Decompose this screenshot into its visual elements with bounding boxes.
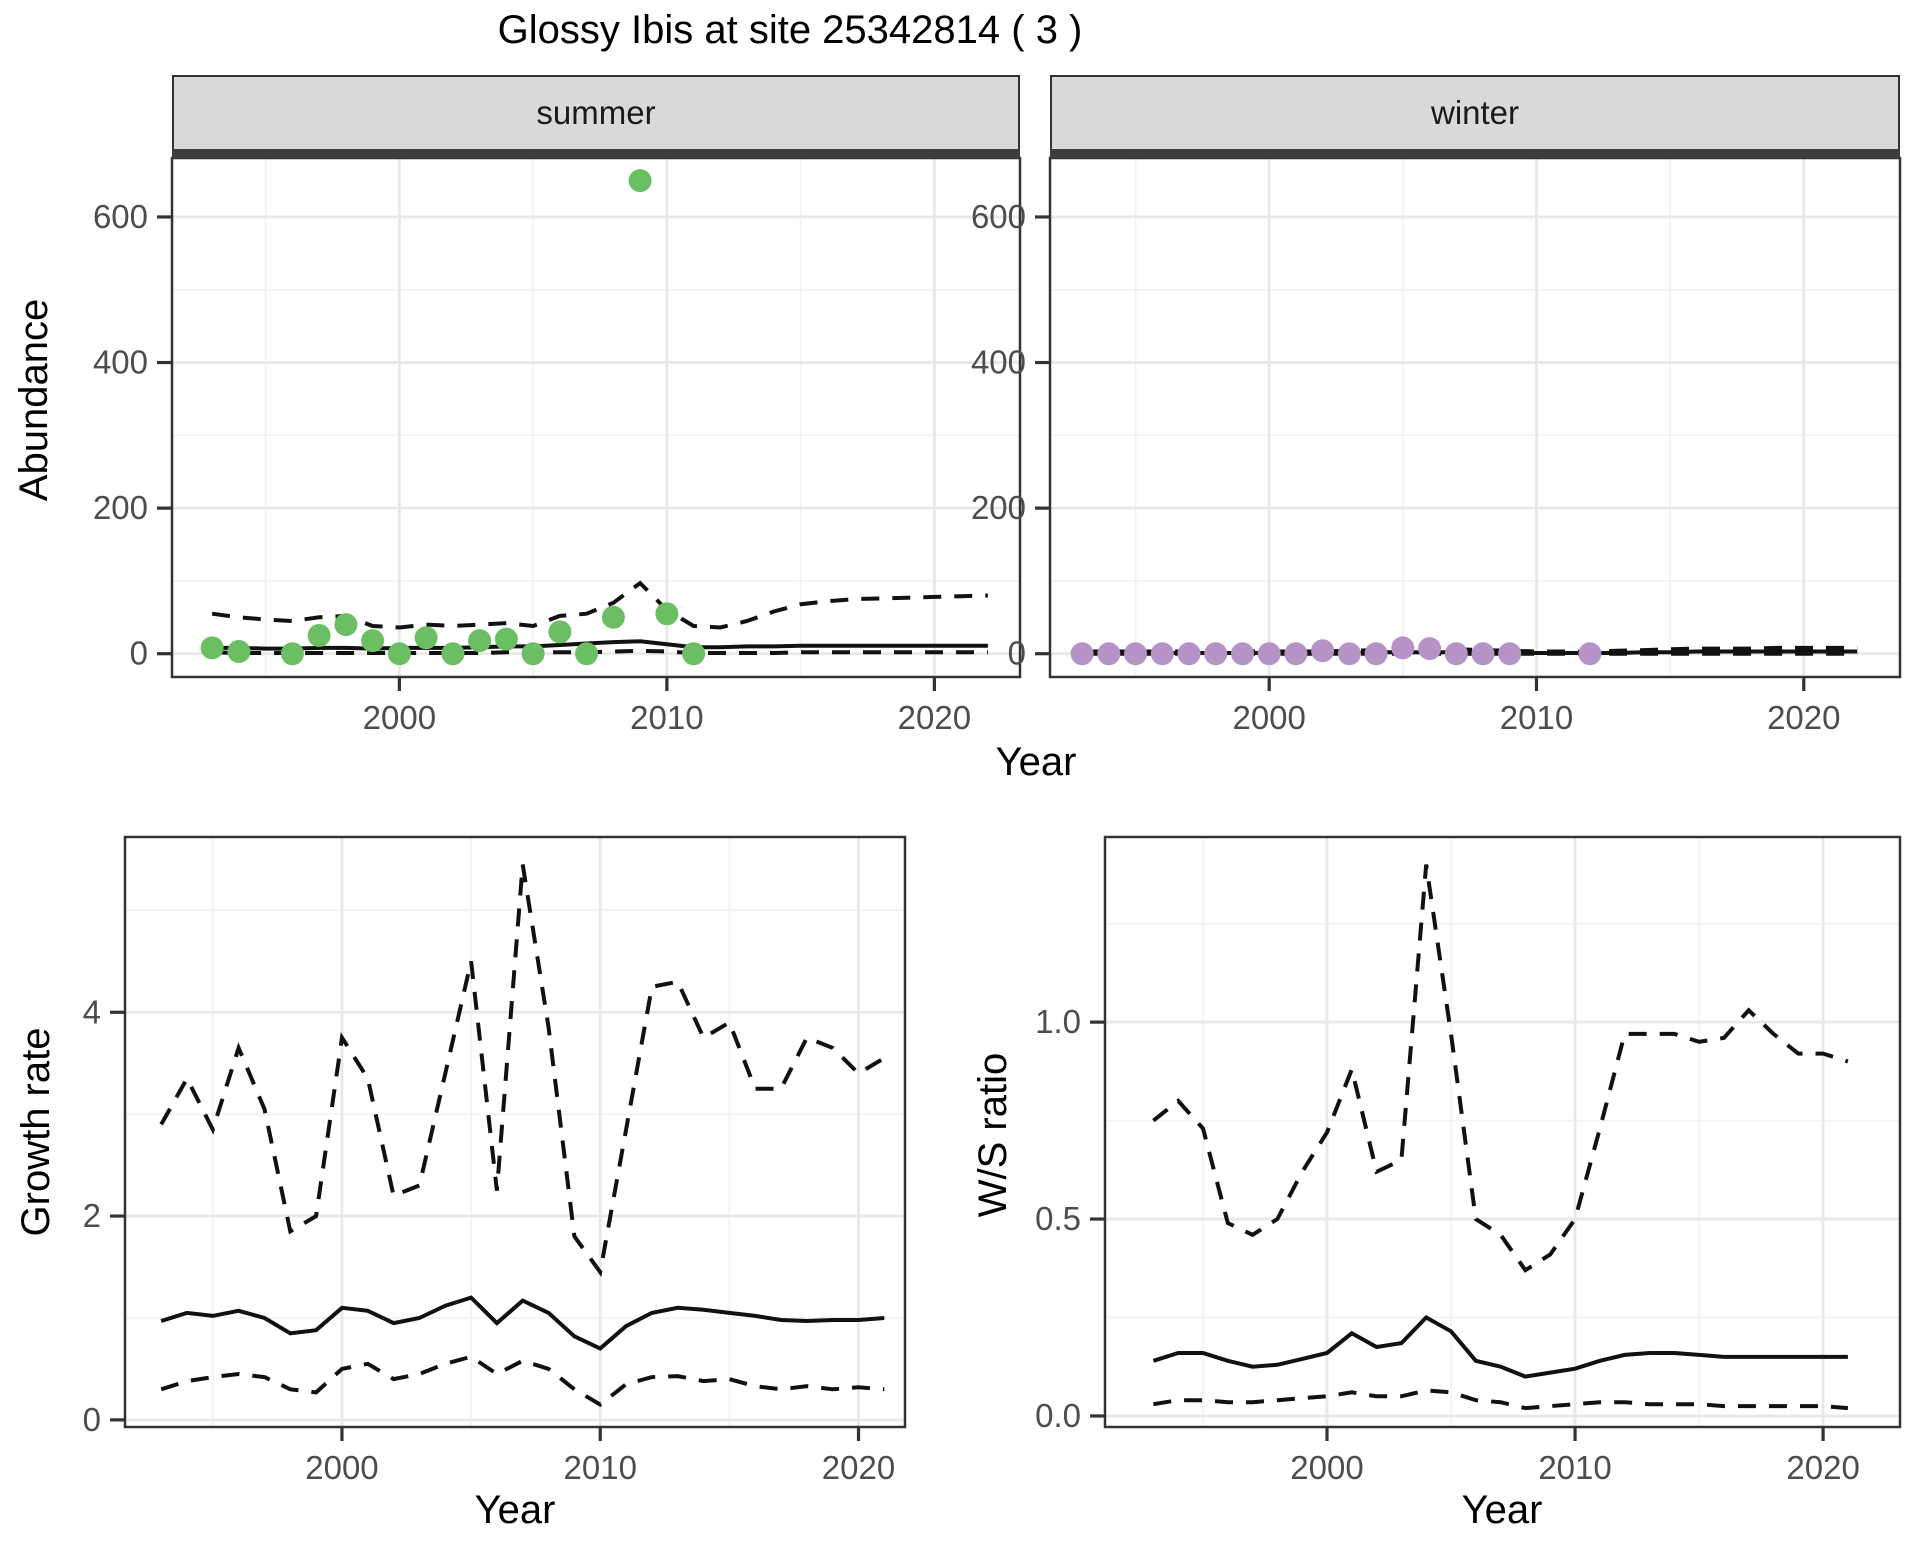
ws_ratio-x-tick-label: 2010	[1538, 1449, 1611, 1486]
x-axis-title-year-top: Year	[995, 740, 1077, 784]
ws_ratio-upper_ci-line	[1152, 864, 1849, 1273]
ws_ratio-y-tick-label: 0.0	[1035, 1397, 1081, 1434]
abundance_winter-panel-bg	[1050, 158, 1900, 677]
facet-strip-underline-summer	[172, 149, 1020, 158]
ws_ratio-border	[1103, 835, 1902, 1429]
ws_ratio-y-tick-label: 0.5	[1035, 1200, 1081, 1237]
growth_rate-x-tick-label: 2010	[564, 1449, 637, 1486]
abundance_winter-point	[1124, 642, 1147, 666]
facet-strip-winter: winter	[1050, 75, 1900, 151]
abundance_winter-point	[1231, 642, 1254, 666]
abundance_summer-point	[414, 626, 438, 650]
growth_rate-y-tick-label: 0	[83, 1401, 101, 1438]
abundance_summer-point	[361, 629, 385, 653]
abundance_summer-point	[387, 642, 411, 666]
abundance_summer-panel-bg	[172, 158, 1020, 677]
ws_ratio-lower_ci-line	[1153, 1388, 1849, 1411]
abundance_summer-point	[601, 605, 625, 629]
abundance_summer-point	[200, 636, 224, 660]
abundance_winter-point	[1177, 642, 1201, 666]
abundance_summer-x-tick-label: 2010	[630, 699, 703, 736]
growth_rate-panel-bg	[125, 837, 905, 1427]
abundance_winter-point	[1257, 642, 1281, 666]
ws_ratio-panel-bg	[1105, 837, 1900, 1427]
abundance_summer-point	[682, 642, 706, 666]
abundance_summer-point	[628, 169, 652, 193]
ws_ratio-median-line	[1152, 1315, 1848, 1379]
growth_rate-y-tick-label: 4	[83, 993, 101, 1030]
abundance_summer-point	[468, 629, 492, 653]
abundance_winter-point	[1578, 642, 1602, 666]
abundance_winter-x-tick-label: 2000	[1232, 699, 1305, 736]
abundance_winter-point	[1204, 642, 1228, 666]
abundance_winter-point	[1311, 639, 1335, 663]
abundance_summer-point	[441, 642, 465, 666]
abundance_summer-y-tick-label: 600	[93, 198, 148, 235]
abundance_winter-x-tick-label: 2020	[1767, 699, 1840, 736]
abundance_summer-x-tick-label: 2020	[898, 699, 971, 736]
abundance_winter-point	[1444, 642, 1468, 666]
abundance_summer-point	[494, 627, 518, 651]
y-axis-title-growth-rate: Growth rate	[14, 1027, 58, 1237]
abundance_winter-y-tick-label: 200	[971, 489, 1026, 526]
facet-strip-underline-winter	[1050, 149, 1900, 158]
abundance_summer-point	[280, 642, 304, 666]
abundance_winter-point	[1070, 642, 1094, 666]
abundance_winter-point	[1337, 642, 1361, 666]
abundance_summer-y-tick-label: 200	[93, 489, 148, 526]
abundance_winter-point	[1391, 636, 1415, 660]
growth_rate-median-line	[160, 1295, 885, 1351]
abundance_summer-point	[521, 642, 545, 666]
y-axis-title-ws-ratio: W/S ratio	[971, 1052, 1015, 1218]
abundance_winter-x-tick-label: 2010	[1500, 699, 1573, 736]
x-axis-title-year-growth: Year	[474, 1488, 556, 1532]
abundance_winter-border	[1048, 156, 1902, 679]
abundance_winter-point	[1284, 642, 1308, 666]
facet-label-winter: winter	[1430, 94, 1520, 131]
facet-strip-summer: summer	[172, 75, 1020, 151]
ws_ratio-y-tick-label: 1.0	[1035, 1003, 1081, 1040]
growth_rate-lower_ci-line	[160, 1354, 885, 1408]
abundance_winter-point	[1471, 642, 1495, 666]
abundance_summer-y-tick-label: 400	[93, 344, 148, 381]
abundance_summer-border	[170, 156, 1022, 679]
abundance_winter-point	[1418, 637, 1442, 661]
abundance_winter-point	[1364, 642, 1388, 666]
y-axis-title-abundance: Abundance	[12, 298, 56, 502]
growth_rate-x-tick-label: 2000	[305, 1449, 378, 1486]
abundance_summer-median-line	[212, 639, 988, 651]
abundance_summer-lower_ci-line	[212, 648, 988, 655]
abundance_winter-y-tick-label: 600	[971, 198, 1026, 235]
abundance_summer-point	[548, 620, 572, 644]
facet-label-summer: summer	[536, 94, 656, 131]
abundance_winter-point	[1498, 642, 1522, 666]
abundance_summer-point	[575, 642, 599, 666]
growth_rate-upper_ci-line	[159, 864, 886, 1278]
ws_ratio-x-tick-label: 2000	[1290, 1449, 1363, 1486]
abundance_summer-point	[227, 640, 251, 663]
abundance_summer-point	[334, 613, 358, 637]
abundance_winter-point	[1097, 642, 1121, 666]
growth_rate-y-tick-label: 2	[83, 1197, 101, 1234]
growth_rate-border	[123, 835, 907, 1429]
abundance_summer-y-tick-label: 0	[130, 635, 148, 672]
growth_rate-x-tick-label: 2020	[822, 1449, 895, 1486]
abundance_summer-point	[307, 624, 331, 647]
abundance_winter-y-tick-label: 0	[1008, 635, 1026, 672]
abundance_winter-point	[1150, 642, 1174, 666]
ws_ratio-x-tick-label: 2020	[1786, 1449, 1859, 1486]
abundance_summer-point	[655, 602, 679, 626]
chart-title: Glossy Ibis at site 25342814 ( 3 )	[497, 8, 1083, 52]
abundance_winter-y-tick-label: 400	[971, 344, 1026, 381]
abundance_summer-x-tick-label: 2000	[363, 699, 436, 736]
x-axis-title-year-ws: Year	[1461, 1488, 1543, 1532]
